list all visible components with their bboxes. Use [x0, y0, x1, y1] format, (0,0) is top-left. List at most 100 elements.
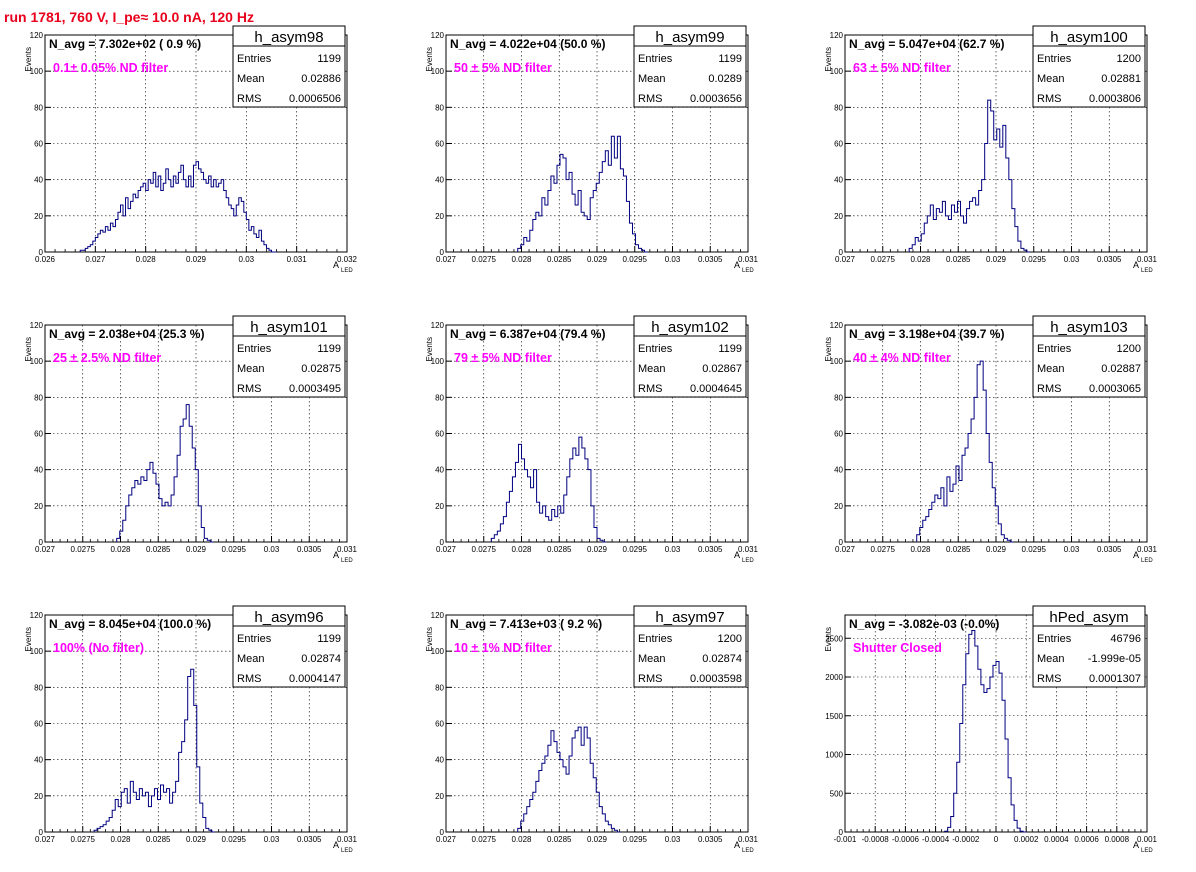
y-tick-label: 0 — [839, 248, 844, 257]
x-tick-label: 0.028 — [910, 255, 931, 264]
histogram-panel: 0.027 0.0275 0.028 0.0285 0.029 0.0295 0.03 0.0… — [824, 315, 1158, 564]
stats-value: 0.02867 — [702, 363, 742, 375]
x-axis-label: A — [734, 260, 740, 270]
histogram-panel: -0.001 -0.0008 -0.0006 -0.0004 -0.0002 0 0.000… — [824, 605, 1158, 854]
y-tick-label: 100 — [830, 357, 844, 366]
x-tick-label: 0.03 — [665, 255, 681, 264]
navg-label: N_avg = 7.302e+02 ( 0.9 %) — [49, 37, 201, 51]
stats-value: 0.02874 — [301, 653, 341, 665]
y-tick-label: 20 — [435, 212, 444, 221]
x-tick-label: 0.0285 — [946, 545, 971, 554]
x-axis-label: A — [1133, 260, 1139, 270]
stats-label: Entries — [638, 633, 673, 645]
x-tick-label: 0.0275 — [871, 545, 896, 554]
x-tick-label: 0.0285 — [946, 255, 971, 264]
navg-label: N_avg = 4.022e+04 (50.0 %) — [450, 37, 605, 51]
x-tick-label: 0.0295 — [623, 835, 648, 844]
y-tick-label: 0 — [39, 248, 44, 257]
y-tick-label: 120 — [431, 31, 445, 40]
histogram-line — [517, 135, 648, 253]
y-tick-label: 120 — [431, 611, 445, 620]
navg-label: N_avg = 8.045e+04 (100.0 %) — [49, 617, 211, 631]
stats-label: Entries — [1037, 343, 1072, 355]
x-tick-label: 0.0305 — [698, 255, 723, 264]
stats-label: Mean — [1037, 363, 1065, 375]
x-tick-label: 0.0275 — [71, 835, 96, 844]
stats-label: Mean — [237, 363, 265, 375]
x-tick-label: 0.029 — [587, 545, 608, 554]
stats-label: RMS — [237, 93, 261, 105]
x-tick-label: 0.026 — [35, 255, 56, 264]
y-tick-label: 20 — [834, 502, 843, 511]
y-tick-label: 60 — [34, 720, 43, 729]
x-tick-label: 0.032 — [337, 255, 358, 264]
x-tick-label: 0.028 — [511, 835, 532, 844]
y-tick-label: 2000 — [825, 673, 843, 682]
x-tick-label: 0.0275 — [472, 545, 497, 554]
x-tick-label: 0.0285 — [146, 545, 171, 554]
filter-annotation: 79 ± 5% ND filter — [454, 351, 552, 365]
y-tick-label: 20 — [34, 212, 43, 221]
y-tick-label: 40 — [34, 176, 43, 185]
x-tick-label: 0.027 — [35, 835, 56, 844]
stats-box — [633, 25, 747, 108]
x-tick-label: 0.028 — [136, 255, 157, 264]
stats-value: 0.02887 — [1101, 363, 1141, 375]
y-tick-label: 40 — [435, 756, 444, 765]
x-tick-label: 0.029 — [986, 545, 1007, 554]
x-tick-label: 0.029 — [587, 835, 608, 844]
stats-label: Entries — [638, 53, 673, 65]
histogram-name: h_asym96 — [254, 609, 323, 626]
x-tick-label: 0.031 — [1137, 255, 1158, 264]
x-tick-label: -0.001 — [834, 835, 857, 844]
histogram-panel: 0.027 0.0275 0.028 0.0285 0.029 0.0295 0.03 0.0… — [24, 605, 358, 854]
y-tick-label: 120 — [30, 611, 44, 620]
x-tick-label: 0.028 — [110, 835, 131, 844]
stats-value: 0.02874 — [702, 653, 742, 665]
x-axis-label-sub: LED — [742, 558, 754, 564]
y-tick-label: 60 — [435, 140, 444, 149]
y-tick-label: 100 — [30, 647, 44, 656]
x-axis-label-sub: LED — [742, 848, 754, 854]
y-axis-label: Events — [824, 47, 833, 71]
y-tick-label: 20 — [435, 502, 444, 511]
y-axis-label: Events — [24, 627, 33, 651]
y-tick-label: 60 — [435, 720, 444, 729]
filter-annotation: 100% (No filter) — [53, 641, 144, 655]
x-tick-label: 0.027 — [436, 835, 457, 844]
y-tick-label: 80 — [34, 393, 43, 402]
x-tick-label: 0.029 — [587, 255, 608, 264]
stats-label: Mean — [638, 73, 666, 85]
x-axis-label: A — [734, 550, 740, 560]
histogram-name: hPed_asym — [1049, 609, 1128, 626]
y-tick-label: 1000 — [825, 751, 843, 760]
x-tick-label: 0.03 — [1064, 545, 1080, 554]
y-tick-label: 0 — [839, 538, 844, 547]
x-tick-label: 0.03 — [239, 255, 255, 264]
x-tick-label: 0.029 — [986, 255, 1007, 264]
stats-value: 1199 — [317, 53, 341, 65]
stats-value: 0.0001307 — [1089, 673, 1141, 685]
x-tick-label: 0.031 — [738, 545, 759, 554]
y-tick-label: 120 — [30, 321, 44, 330]
stats-value: 1199 — [718, 343, 742, 355]
stats-value: 0.02881 — [1101, 73, 1141, 85]
x-tick-label: 0.031 — [337, 545, 358, 554]
x-tick-label: 0.0275 — [472, 255, 497, 264]
x-axis-label-sub: LED — [1141, 848, 1153, 854]
y-tick-label: 40 — [834, 466, 843, 475]
y-tick-label: 120 — [30, 31, 44, 40]
x-tick-label: 0.027 — [35, 545, 56, 554]
y-tick-label: 60 — [34, 140, 43, 149]
x-tick-label: 0.0285 — [146, 835, 171, 844]
histogram-name: h_asym100 — [1050, 29, 1128, 46]
y-axis-label: Events — [425, 627, 434, 651]
x-tick-label: 0.031 — [738, 255, 759, 264]
x-tick-label: 0.0295 — [623, 255, 648, 264]
y-tick-label: 120 — [830, 321, 844, 330]
filter-annotation: 50 ± 5% ND filter — [454, 61, 552, 75]
stats-value: 0.0006506 — [289, 93, 341, 105]
histogram-line — [908, 99, 1030, 253]
stats-label: RMS — [237, 673, 261, 685]
y-tick-label: 60 — [834, 430, 843, 439]
